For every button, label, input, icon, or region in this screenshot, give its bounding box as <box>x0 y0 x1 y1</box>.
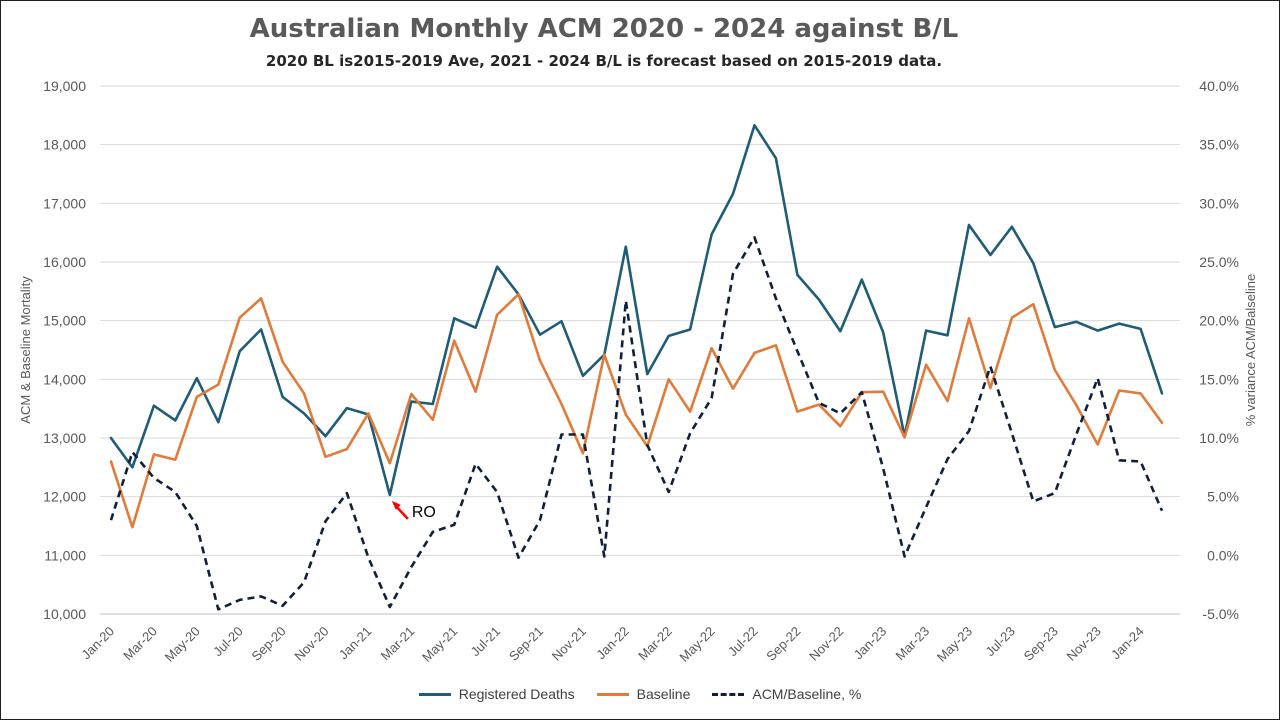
x-tick-label: Mar-21 <box>378 624 418 664</box>
y-tick-left: 15,000 <box>43 313 86 329</box>
y-tick-left: 12,000 <box>43 489 86 505</box>
x-tick-label: Nov-20 <box>291 624 331 664</box>
x-tick-label: Jul-23 <box>982 624 1018 660</box>
y-tick-left: 18,000 <box>43 137 86 153</box>
y-tick-right: 20.0% <box>1199 313 1239 329</box>
legend-item-acm-baseline-pct: ACM/Baseline, % <box>712 686 861 702</box>
y-tick-right: 30.0% <box>1199 195 1239 211</box>
y-tick-left: 19,000 <box>43 78 86 94</box>
x-tick-label: Nov-22 <box>806 624 846 664</box>
x-tick-label: Sep-20 <box>248 624 288 664</box>
x-tick-label: Mar-22 <box>635 624 675 664</box>
x-tick-label: Jul-22 <box>725 624 761 660</box>
x-tick-label: Nov-23 <box>1064 624 1104 664</box>
x-tick-label: May-20 <box>162 624 203 665</box>
x-tick-label: Jan-24 <box>1108 624 1147 663</box>
x-tick-label: Mar-20 <box>120 624 160 664</box>
y-tick-left: 10,000 <box>43 606 86 622</box>
x-tick-label: Jul-21 <box>468 624 504 660</box>
x-tick-label: Jan-20 <box>78 624 117 663</box>
x-tick-label: Sep-21 <box>506 624 546 664</box>
y-tick-right: 25.0% <box>1199 254 1239 270</box>
y-tick-right: 15.0% <box>1199 371 1239 387</box>
legend-label-acm-baseline-pct: ACM/Baseline, % <box>752 686 862 702</box>
annotation-arrow-head <box>391 500 401 510</box>
legend: Registered Deaths Baseline ACM/Baseline,… <box>0 686 1280 702</box>
x-tick-label: Jan-23 <box>851 624 890 663</box>
y-tick-right: 10.0% <box>1199 430 1239 446</box>
legend-item-baseline: Baseline <box>596 686 691 702</box>
legend-swatch-baseline <box>596 692 629 696</box>
chart-title: Australian Monthly ACM 2020 - 2024 again… <box>249 14 959 44</box>
y-tick-right: 40.0% <box>1199 78 1239 94</box>
y-axis-title-right: % variance ACM/Balseline <box>1243 274 1258 426</box>
x-tick-label: Sep-22 <box>763 624 803 664</box>
y-tick-right: 0.0% <box>1207 547 1239 563</box>
annotation-label: RO <box>412 504 436 521</box>
legend-label-registered-deaths: Registered Deaths <box>458 686 575 702</box>
series-line-acm-baseline <box>109 236 1164 611</box>
y-axis-title-left: ACM & Baseline Mortality <box>18 276 33 424</box>
x-tick-label: Jul-20 <box>210 624 246 660</box>
legend-label-baseline: Baseline <box>636 686 691 702</box>
legend-item-registered-deaths: Registered Deaths <box>418 686 575 702</box>
y-tick-left: 17,000 <box>43 195 86 211</box>
x-tick-label: Mar-23 <box>892 624 932 664</box>
x-tick-label: May-21 <box>419 624 460 665</box>
chart-subtitle: 2020 BL is2015-2019 Ave, 2021 - 2024 B/L… <box>265 52 943 70</box>
x-tick-label: Nov-21 <box>549 624 589 664</box>
y-tick-left: 13,000 <box>43 430 86 446</box>
y-tick-right: -5.0% <box>1202 606 1239 622</box>
legend-swatch-acm-baseline-pct <box>712 692 745 696</box>
x-tick-label: Sep-23 <box>1021 624 1061 664</box>
x-tick-label: May-22 <box>676 624 717 665</box>
x-tick-label: Jan-21 <box>336 624 375 663</box>
y-tick-right: 5.0% <box>1207 489 1239 505</box>
x-tick-label: May-23 <box>934 624 975 665</box>
legend-swatch-registered-deaths <box>418 692 451 696</box>
series-line-registered-deaths <box>109 124 1164 497</box>
y-tick-left: 16,000 <box>43 254 86 270</box>
y-tick-right: 35.0% <box>1199 137 1239 153</box>
x-tick-label: Jan-22 <box>593 624 632 663</box>
y-tick-left: 11,000 <box>44 547 86 563</box>
y-tick-left: 14,000 <box>43 371 86 387</box>
series-line-baseline <box>109 292 1164 529</box>
